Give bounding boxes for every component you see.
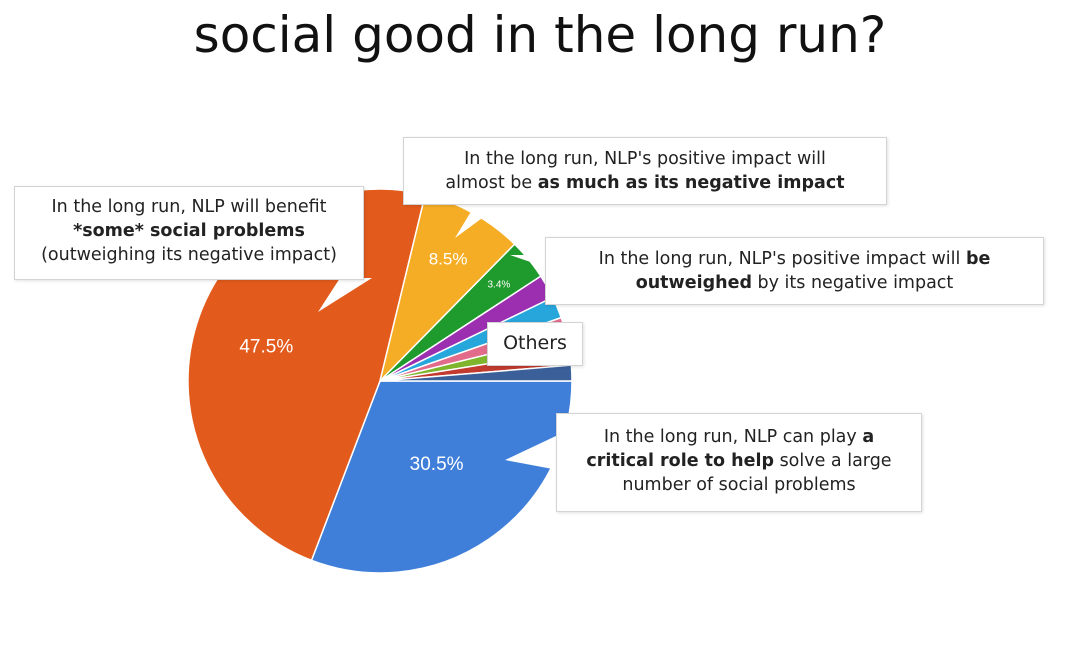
- callout-critical-role: In the long run, NLP can play a critical…: [556, 413, 922, 512]
- slice-value-labels: 30.5% 47.5% 8.5% 3.4%: [239, 250, 510, 475]
- callout-as-much-as: In the long run, NLP's positive impact w…: [403, 137, 887, 205]
- callout-outw-line1: In the long run, NLP's positive impact w…: [598, 249, 991, 269]
- callout-others-text: Others: [503, 332, 567, 354]
- callout-crit-line1: In the long run, NLP can play a: [603, 427, 875, 447]
- callout-some-line3: (outweighing its negative impact): [41, 245, 337, 265]
- leader-some: [318, 278, 372, 312]
- callout-some-line2: *some* social problems: [73, 221, 305, 241]
- pie-slices: [187, 188, 573, 574]
- callout-some-line1: In the long run, NLP will benefit: [51, 197, 327, 217]
- callout-crit-line2: critical role to help solve a large: [586, 451, 892, 471]
- callout-leaders: [318, 205, 558, 470]
- leader-crit: [505, 435, 558, 470]
- slice-value-label: 47.5%: [239, 336, 293, 357]
- leader-outw: [510, 255, 548, 268]
- callout-benefit-some: In the long run, NLP will benefit *some*…: [14, 186, 364, 280]
- slice-value-label: 3.4%: [488, 279, 511, 290]
- callout-outweighed: In the long run, NLP's positive impact w…: [545, 237, 1044, 305]
- callout-outw-line2: outweighed by its negative impact: [635, 273, 954, 293]
- slice-value-label: 30.5%: [410, 454, 464, 475]
- callout-much-line2: almost be as much as its negative impact: [445, 173, 845, 193]
- callout-much-line1: In the long run, NLP's positive impact w…: [464, 149, 826, 169]
- callout-crit-line3: number of social problems: [622, 475, 856, 495]
- slice-value-label: 8.5%: [429, 250, 468, 269]
- chart-title: social good in the long run?: [193, 6, 887, 64]
- callout-others: Others: [487, 322, 583, 366]
- leader-much: [455, 205, 500, 238]
